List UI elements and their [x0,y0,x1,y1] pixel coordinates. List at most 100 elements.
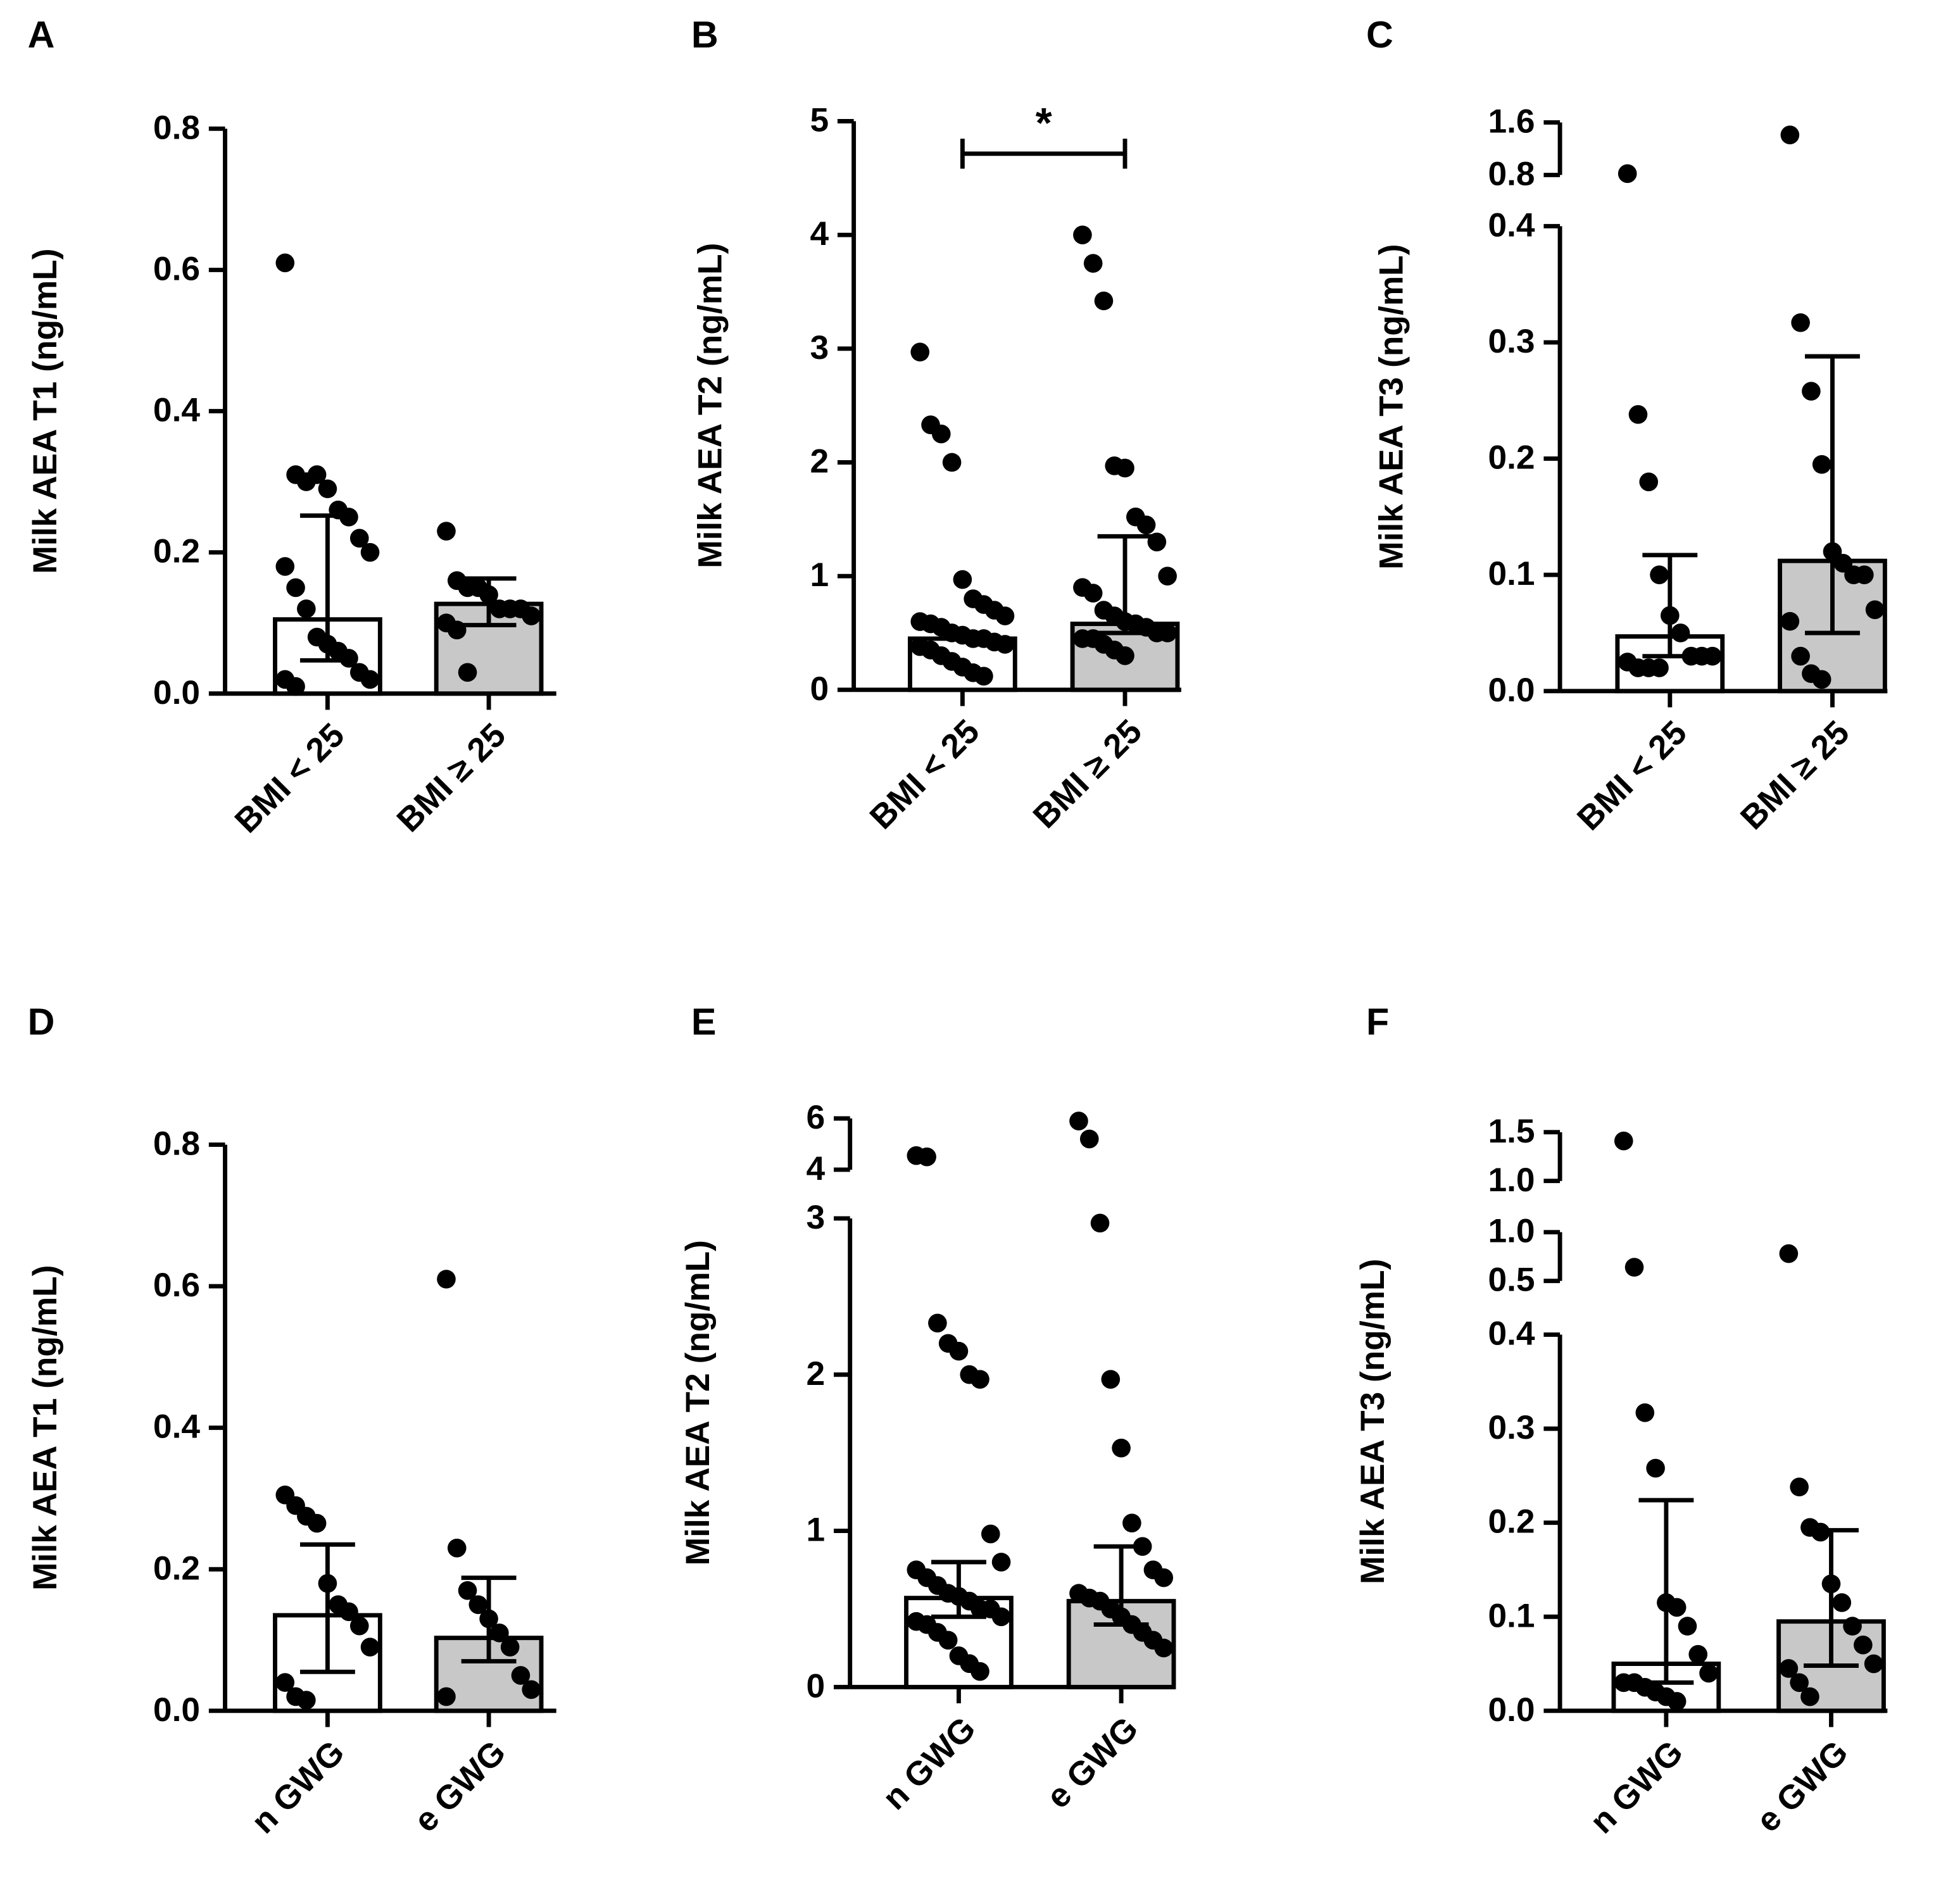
data-point [437,1270,456,1289]
data-point [1115,458,1134,478]
data-point [981,1524,1000,1544]
data-point [297,1691,316,1710]
data-point [1812,454,1831,474]
data-point [458,663,477,682]
data-point [971,1370,989,1389]
data-point [1790,1477,1809,1497]
data-point [318,479,337,499]
panel-letter: B [691,13,719,56]
data-point [1864,1654,1883,1674]
data-point [1650,658,1669,677]
data-point [928,1313,947,1333]
data-point [938,1631,958,1650]
data-point [360,670,380,689]
x-tick-label: n GWG [244,1734,351,1841]
y-tick-label: 3 [807,1199,826,1236]
panel-letter: A [28,13,55,56]
data-point [468,1595,488,1614]
y-tick-label: 0.0 [153,674,200,711]
data-point [1112,1438,1131,1458]
data-point [1678,1617,1697,1636]
data-point [1628,404,1648,424]
data-point [1779,1244,1799,1263]
data-point [1094,291,1114,311]
data-point [1122,1513,1141,1532]
data-point [995,635,1015,654]
data-point [1790,1673,1809,1693]
x-tick-label: BMI ≥ 25 [390,717,513,839]
data-point [286,677,305,696]
data-point [1646,1458,1665,1478]
data-point [1843,1617,1862,1636]
data-point [511,1666,531,1685]
data-point [1650,565,1669,584]
y-tick-label: 0.6 [153,1267,200,1304]
data-point [1635,1403,1655,1422]
data-point [307,465,327,484]
y-axis-label: Milk AEA T2 (ng/mL) [679,1240,717,1565]
x-tick-label: e GWG [1749,1734,1855,1839]
x-tick-label: n GWG [876,1710,983,1817]
data-point [1812,670,1831,689]
data-point [307,1513,327,1533]
x-tick-label: BMI < 25 [1570,714,1694,838]
data-point [360,542,380,562]
data-point [447,1538,467,1558]
y-tick-label: 0.2 [1488,439,1535,477]
data-point [286,578,305,598]
y-tick-label: 4 [810,215,829,253]
y-tick-label: 0 [807,1667,826,1705]
data-point [1855,565,1874,584]
data-point [522,606,541,625]
y-axis-label: Milk AEA T3 (ng/mL) [1373,244,1410,570]
data-point [1667,1692,1687,1711]
x-tick-label: BMI ≥ 25 [1733,714,1856,837]
data-point [1154,1638,1174,1658]
x-tick-label: e GWG [1040,1710,1145,1815]
y-tick-label: 6 [807,1099,826,1136]
data-point [1800,1687,1819,1706]
y-tick-label: 1.6 [1488,103,1535,141]
data-point [931,424,951,444]
y-tick-label: 0.1 [1488,555,1535,592]
y-tick-label: 4 [807,1150,826,1187]
data-point [1158,567,1177,585]
y-tick-label: 0.2 [153,1550,200,1587]
data-point [1083,254,1103,273]
data-point [1699,1663,1718,1683]
y-tick-label: 0.3 [1488,323,1535,360]
y-tick-label: 0.1 [1488,1597,1535,1634]
y-tick-label: 0.4 [153,1408,200,1446]
data-point [275,253,295,273]
x-tick-label: n GWG [1583,1734,1690,1841]
data-point [1101,1370,1121,1389]
data-point [1624,1258,1644,1277]
y-tick-label: 0.8 [153,1125,200,1163]
data-point [500,1637,520,1657]
data-point [1154,1568,1174,1587]
significance-bracket [960,139,1128,169]
x-tick-label: BMI < 25 [863,713,987,837]
data-point [974,667,993,686]
data-point [275,1673,295,1692]
y-axis-label: Milk AEA T2 (ng/mL) [692,243,729,568]
data-point [1614,1131,1633,1151]
y-tick-label: 0.0 [153,1691,200,1729]
data-point [360,1637,380,1657]
data-point [1136,515,1156,535]
y-tick-label: 0 [810,670,829,708]
y-tick-label: 0.8 [153,109,200,146]
data-point [991,1607,1011,1627]
y-tick-label: 0.3 [1488,1409,1535,1446]
y-tick-label: 0.4 [153,392,200,429]
data-point [437,1687,456,1706]
panel-letter: E [691,1001,717,1043]
x-tick-label: BMI ≥ 25 [1026,713,1149,836]
data-point [942,453,962,472]
data-point [1639,472,1659,492]
y-tick-label: 0.6 [153,251,200,288]
y-tick-label: 1 [810,556,829,594]
data-point [339,1602,358,1622]
data-point [1090,1213,1110,1233]
data-point [1802,382,1821,401]
